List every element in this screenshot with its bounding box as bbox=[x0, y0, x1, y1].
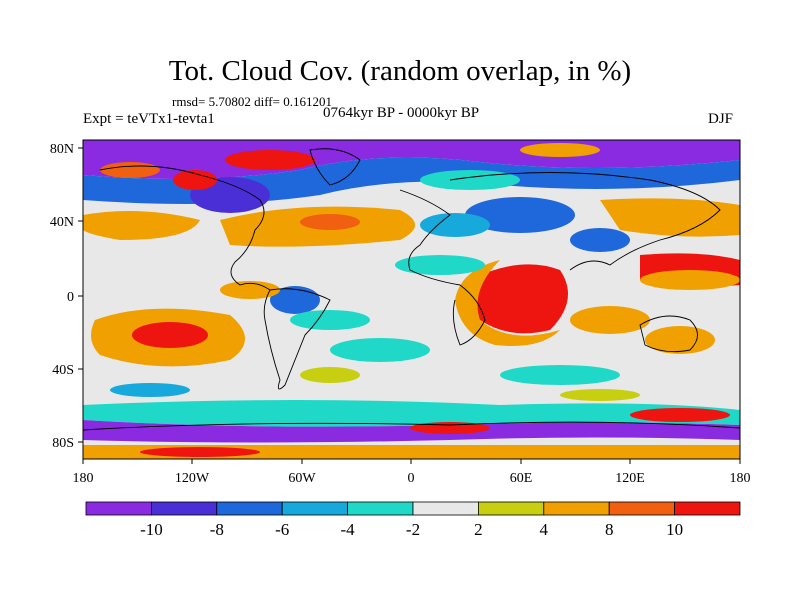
canada-red bbox=[173, 170, 217, 190]
y-tick-40s: 40S bbox=[52, 363, 74, 378]
arctic-orange-patch bbox=[520, 143, 600, 157]
coast-europe-africa bbox=[399, 189, 486, 346]
y-tick-80s: 80S bbox=[52, 436, 74, 451]
y-tick-40n: 40N bbox=[50, 215, 74, 230]
colorbar-bin-7 bbox=[543, 501, 610, 516]
colorbar-bin-0 bbox=[85, 501, 152, 516]
arctic-cyan-patch bbox=[420, 170, 520, 190]
sahara-cyan bbox=[395, 255, 485, 275]
africa-orange-halo bbox=[455, 260, 560, 346]
colorbar-label-4: -4 bbox=[341, 520, 356, 539]
period-label: 0764kyr BP - 0000kyr BP bbox=[323, 105, 480, 121]
anomaly-field bbox=[83, 140, 740, 459]
colorbar-bin-4 bbox=[347, 501, 414, 516]
eurasia-cyan bbox=[420, 213, 490, 237]
antarctic-cyan-band bbox=[83, 400, 740, 427]
amazon-blue bbox=[270, 286, 320, 314]
colorbar bbox=[85, 501, 741, 516]
colorbar-bin-6 bbox=[477, 501, 545, 516]
asia-blue bbox=[570, 228, 630, 252]
s-indian-cyan bbox=[500, 365, 620, 385]
colorbar-bin-2 bbox=[216, 501, 283, 516]
colorbar-bin-1 bbox=[150, 501, 218, 516]
colorbar-label-7: 4 bbox=[540, 520, 549, 539]
colorbar-label-9: 10 bbox=[666, 520, 683, 539]
colorbar-label-8: 8 bbox=[605, 520, 614, 539]
coast-south-america bbox=[263, 288, 331, 390]
tropical-atlantic-cyan bbox=[290, 310, 370, 330]
colorbar-label-6: 2 bbox=[474, 520, 483, 539]
y-tick-0: 0 bbox=[67, 290, 74, 305]
coastlines bbox=[83, 148, 740, 431]
coast-north-america bbox=[99, 165, 271, 291]
figure-title: Tot. Cloud Cov. (random overlap, in %) bbox=[168, 55, 632, 87]
indian-ocean-orange bbox=[570, 306, 650, 334]
coast-australia bbox=[639, 315, 698, 353]
n-atlantic-red bbox=[300, 214, 360, 230]
coast-greenland bbox=[309, 148, 361, 186]
s-ocean-blue bbox=[110, 383, 190, 397]
colorbar-bin-3 bbox=[281, 501, 349, 516]
africa-red-core bbox=[468, 264, 568, 334]
antarctic-red-2 bbox=[630, 408, 730, 422]
x-tick-60w: 60W bbox=[288, 471, 316, 486]
colorbar-label-3: -6 bbox=[275, 520, 289, 539]
coast-antarctica bbox=[83, 421, 740, 431]
x-tick-120w: 120W bbox=[175, 471, 210, 486]
colorbar-bin-5 bbox=[412, 501, 479, 516]
colorbar-label-5: -2 bbox=[406, 520, 420, 539]
colorbar-bin-9 bbox=[674, 501, 741, 516]
x-tick-60e: 60E bbox=[510, 471, 533, 486]
australia-orange bbox=[645, 326, 715, 354]
y-tick-80n: 80N bbox=[50, 142, 74, 157]
antarctic-purple-band bbox=[83, 420, 740, 443]
tropical-pacific-orange bbox=[640, 270, 740, 290]
x-tick-120e: 120E bbox=[615, 471, 645, 486]
s-pacific-yellow bbox=[300, 367, 360, 383]
s-atlantic-cyan bbox=[330, 338, 430, 362]
colorbar-label-2: -8 bbox=[210, 520, 224, 539]
colorbar-label-1: -10 bbox=[140, 520, 163, 539]
x-tick-180w: 180 bbox=[73, 471, 94, 486]
stats-readout: rmsd= 5.70802 diff= 0.161201 bbox=[172, 94, 332, 109]
colorbar-bin-8 bbox=[608, 501, 676, 516]
season-label: DJF bbox=[708, 111, 734, 127]
n-pacific-orange bbox=[83, 211, 200, 240]
arctic-red-patch-2 bbox=[100, 162, 160, 178]
polar-orange-strip bbox=[83, 445, 740, 459]
s-ocean-yellow bbox=[560, 389, 640, 401]
eurasia-blue bbox=[465, 197, 575, 233]
x-tick-180e: 180 bbox=[730, 471, 751, 486]
polar-red-strip bbox=[140, 447, 260, 457]
axis-tick-marks bbox=[78, 147, 741, 464]
coast-asia bbox=[449, 172, 721, 271]
nw-pacific-orange bbox=[600, 198, 740, 237]
antarctic-red-1 bbox=[410, 422, 490, 434]
e-pacific-orange bbox=[220, 281, 280, 299]
x-tick-0: 0 bbox=[408, 471, 415, 486]
experiment-label: Expt = teVTx1-tevta1 bbox=[83, 111, 215, 127]
s-pacific-red bbox=[132, 322, 208, 348]
arctic-red-patch-1 bbox=[225, 150, 315, 170]
